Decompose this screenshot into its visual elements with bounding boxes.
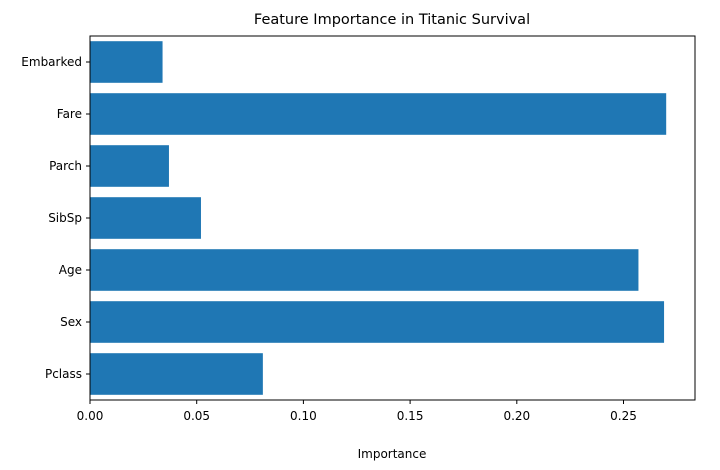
bar-pclass <box>90 353 263 395</box>
chart-title: Feature Importance in Titanic Survival <box>254 12 530 28</box>
bars-group <box>90 41 667 395</box>
x-tick-label: 0.20 <box>503 409 530 423</box>
bar-embarked <box>90 41 163 83</box>
y-tick-label: Sex <box>60 315 82 329</box>
bar-age <box>90 249 639 291</box>
y-tick-label: Pclass <box>45 367 82 381</box>
x-tick-label: 0.10 <box>290 409 317 423</box>
x-axis-ticks: 0.00 0.05 0.10 0.15 0.20 0.25 <box>77 400 637 423</box>
y-tick-label: SibSp <box>48 211 82 225</box>
bar-fare <box>90 93 667 135</box>
y-tick-label: Parch <box>49 159 82 173</box>
y-tick-label: Embarked <box>21 55 82 69</box>
bar-sibsp <box>90 197 201 239</box>
bar-parch <box>90 145 169 187</box>
x-tick-label: 0.05 <box>183 409 210 423</box>
y-tick-label: Age <box>59 263 82 277</box>
x-tick-label: 0.15 <box>397 409 424 423</box>
x-tick-label: 0.25 <box>610 409 637 423</box>
bar-sex <box>90 301 665 343</box>
x-axis-label: Importance <box>358 447 427 461</box>
y-axis-ticks: Pclass Sex Age SibSp Parch Fare Embarked <box>21 55 90 381</box>
x-tick-label: 0.00 <box>77 409 104 423</box>
y-tick-label: Fare <box>57 107 82 121</box>
